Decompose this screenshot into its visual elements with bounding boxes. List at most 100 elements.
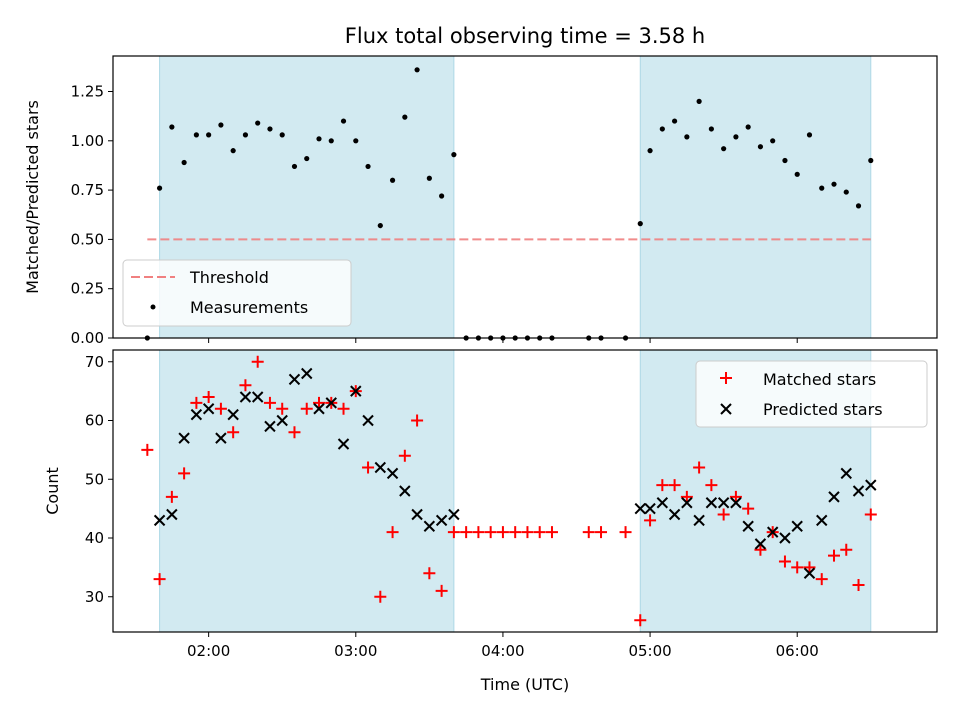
measurement-point	[316, 136, 322, 142]
legend-predicted-swatch	[720, 403, 732, 415]
predicted-star-marker	[656, 497, 669, 509]
predicted-star-marker	[840, 467, 852, 480]
legend-matched-label: Matched stars	[763, 370, 876, 389]
top-y-ticks: 0.00 0.25 0.50 0.75 1.00 1.25	[71, 82, 113, 347]
matched-star-marker	[423, 567, 436, 580]
matched-star-marker	[374, 590, 387, 603]
matched-star-marker	[386, 526, 399, 539]
predicted-stars-markers	[153, 367, 877, 579]
top-panel: 0.00 0.25 0.50 0.75 1.00 1.25 Matched/Predict…	[23, 55, 938, 347]
predicted-star-marker	[374, 461, 387, 474]
matched-star-marker	[202, 391, 215, 403]
matched-star-marker	[791, 561, 804, 574]
predicted-star-marker	[288, 373, 301, 386]
matched-star-marker	[644, 514, 657, 527]
predicted-star-marker	[766, 526, 779, 538]
y-tick-label: 60	[85, 412, 104, 430]
x-tick-label: 03:00	[334, 642, 377, 660]
matched-star-marker	[239, 379, 252, 392]
top-axes-frame	[112, 55, 938, 339]
predicted-star-marker	[423, 520, 436, 532]
measurement-point	[843, 189, 849, 195]
predicted-star-marker	[816, 514, 828, 527]
measurement-point	[733, 134, 739, 140]
measurement-point	[365, 163, 371, 170]
matched-star-marker	[545, 526, 558, 539]
chart-title: Flux total observing time = 3.58 h	[345, 24, 705, 48]
y-tick-label: 1.25	[71, 82, 104, 100]
matched-star-marker	[165, 490, 178, 503]
measurement-point	[806, 132, 813, 138]
predicted-star-marker	[435, 514, 448, 527]
predicted-star-marker	[644, 502, 656, 515]
matched-star-marker	[227, 426, 240, 439]
x-tick-label: 05:00	[628, 642, 671, 660]
matched-star-marker	[178, 467, 191, 480]
matched-star-marker	[742, 502, 755, 515]
matched-star-marker	[619, 526, 632, 539]
measurement-point	[696, 98, 702, 104]
bottom-panel: 02:00 03:00 04:00 05:00 06:00 30 40 50 60 70 Cou…	[43, 349, 938, 694]
top-legend: Threshold Measurements	[122, 259, 352, 327]
predicted-star-marker	[362, 414, 374, 427]
matched-star-marker	[693, 461, 706, 474]
matched-star-marker	[153, 573, 166, 586]
predicted-star-marker	[166, 508, 178, 521]
matched-star-marker	[337, 402, 350, 415]
predicted-star-marker	[202, 403, 215, 415]
predicted-star-marker	[386, 467, 399, 480]
measurement-point	[684, 134, 690, 140]
matched-star-marker	[815, 573, 828, 586]
measurement-point	[745, 124, 751, 130]
matched-star-marker	[754, 543, 767, 556]
matched-star-marker	[595, 526, 608, 539]
predicted-star-marker	[264, 420, 276, 433]
matched-star-marker	[251, 355, 264, 368]
predicted-star-marker	[178, 432, 190, 444]
measurement-point	[439, 193, 445, 199]
matched-star-marker	[190, 396, 203, 409]
x-axis-label: Time (UTC)	[480, 675, 569, 694]
measurement-point	[402, 114, 408, 120]
measurement-point	[451, 152, 457, 158]
predicted-star-marker	[399, 485, 411, 497]
top-y-axis-label: Matched/Predicted stars	[23, 100, 42, 294]
matched-star-marker	[362, 461, 375, 474]
x-tick-label: 04:00	[481, 642, 524, 660]
measurement-point	[757, 144, 764, 150]
matched-star-marker	[656, 479, 669, 492]
measurement-point	[193, 132, 199, 138]
matched-star-marker	[668, 479, 681, 492]
predicted-star-marker	[215, 432, 227, 444]
matched-star-marker	[276, 402, 289, 415]
measurement-point	[426, 175, 432, 181]
predicted-star-marker	[852, 485, 865, 497]
predicted-star-marker	[227, 408, 239, 421]
predicted-star-marker	[276, 414, 288, 427]
measurement-point	[794, 171, 800, 177]
matched-star-marker	[864, 508, 877, 521]
matched-star-marker	[447, 526, 460, 539]
matched-star-marker	[288, 426, 301, 439]
measurement-point	[389, 177, 396, 183]
predicted-star-marker	[742, 520, 754, 532]
measurement-point	[721, 146, 727, 152]
measurement-point	[304, 155, 310, 162]
legend-threshold-label: Threshold	[189, 268, 269, 287]
measurement-point	[206, 132, 212, 138]
measurement-point	[291, 163, 298, 170]
legend-predicted-label: Predicted stars	[763, 400, 883, 419]
matched-star-marker	[398, 449, 411, 462]
predicted-star-marker	[313, 403, 325, 415]
measurement-point	[267, 126, 273, 132]
top-legend-box	[122, 259, 352, 327]
measurement-point	[255, 120, 261, 126]
x-tick-label: 06:00	[776, 642, 819, 660]
predicted-star-marker	[190, 408, 203, 421]
matched-star-marker	[778, 555, 791, 568]
predicted-star-marker	[803, 567, 816, 579]
y-tick-label: 70	[85, 353, 104, 371]
y-tick-label: 0.75	[71, 181, 104, 199]
predicted-star-marker	[717, 497, 730, 509]
